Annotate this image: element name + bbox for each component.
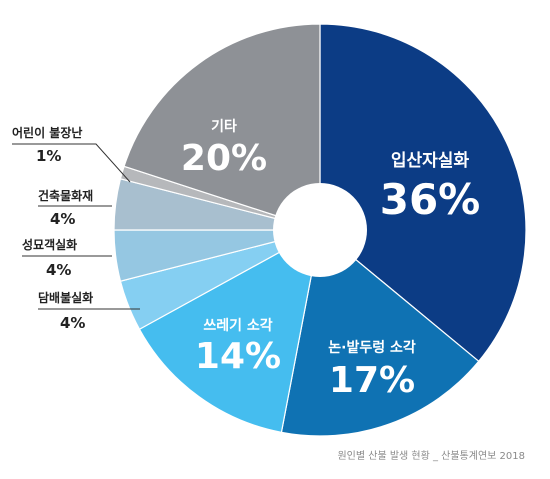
label-name-담배불실화: 담배불실화 — [38, 290, 93, 305]
label-pct-쓰레기소각: 14% — [195, 336, 281, 377]
pie-slice-7 — [123, 23, 321, 231]
pie-slice-1 — [280, 228, 480, 437]
label-name-성묘객실화: 성묘객실화 — [22, 237, 77, 252]
label-name-기타: 기타 — [211, 119, 237, 135]
label-name-쓰레기소각: 쓰레기 소각 — [203, 317, 272, 334]
label-pct-담배불실화: 4% — [60, 314, 85, 332]
label-name-입산자실화: 입산자실화 — [391, 151, 470, 171]
label-pct-입산자실화: 36% — [380, 175, 481, 224]
label-name-논밭두렁소각: 논·밭두렁 소각 — [328, 339, 416, 356]
leader-lines — [12, 143, 140, 310]
label-name-어린이불장난: 어린이 불장난 — [12, 125, 82, 140]
label-pct-건축물화재: 4% — [50, 210, 75, 228]
donut-hole — [273, 183, 367, 277]
pie-slices — [113, 23, 527, 437]
label-pct-성묘객실화: 4% — [46, 261, 71, 279]
label-name-건축물화재: 건축물화재 — [38, 188, 93, 203]
pie-slice-0 — [319, 23, 527, 363]
source-caption: 원인별 산불 발생 현황 _ 산불통계연보 2018 — [337, 450, 525, 462]
leader-line-0 — [12, 143, 131, 183]
label-pct-어린이불장난: 1% — [36, 147, 61, 165]
label-pct-논밭두렁소각: 17% — [329, 360, 415, 401]
label-pct-기타: 20% — [181, 138, 267, 179]
pie-slice-2 — [138, 228, 321, 434]
